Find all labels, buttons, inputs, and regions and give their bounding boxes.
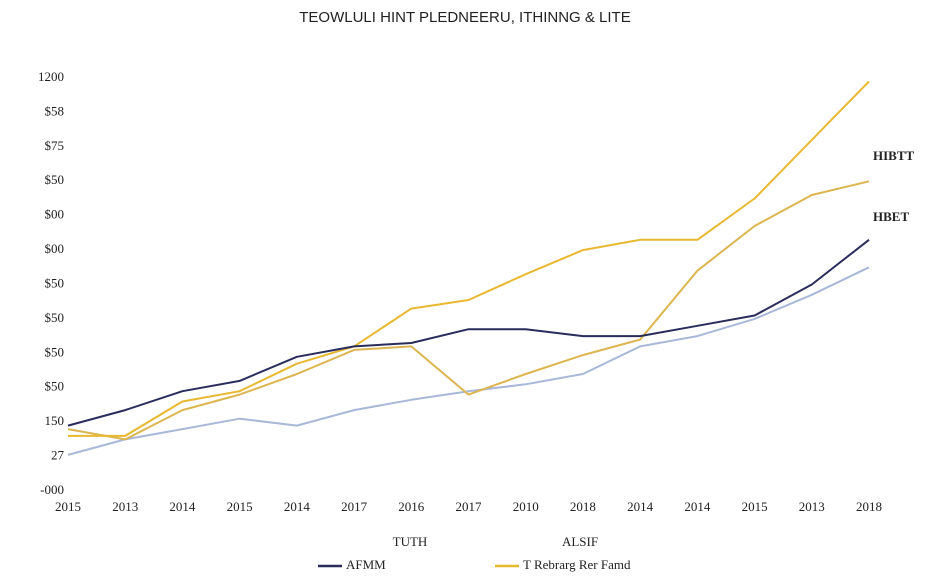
y-tick-label: $00	[45, 207, 65, 222]
series-line	[67, 239, 870, 427]
y-tick-label: $75	[45, 138, 65, 153]
x-tick-label: 2015	[742, 499, 768, 514]
annotation: HIBTT	[873, 148, 915, 163]
y-tick-label: $50	[45, 344, 65, 359]
y-tick-label: $50	[45, 172, 65, 187]
y-tick-label: 150	[45, 413, 65, 428]
x-axis-label: TUTH	[393, 534, 428, 549]
y-tick-label: -000	[40, 482, 64, 497]
x-tick-label: 2015	[55, 499, 81, 514]
y-tick-label: $58	[45, 103, 65, 118]
x-axis-label: ALSIF	[562, 534, 598, 549]
x-tick-label: 2013	[799, 499, 825, 514]
x-tick-label: 2016	[398, 499, 425, 514]
x-tick-label: 2010	[513, 499, 539, 514]
x-tick-label: 2017	[341, 499, 368, 514]
legend-label: AFMM	[346, 557, 386, 572]
x-tick-label: 2014	[684, 499, 711, 514]
x-tick-label: 2018	[570, 499, 596, 514]
y-tick-label: 27	[51, 448, 65, 463]
x-tick-label: 2015	[227, 499, 253, 514]
x-tick-label: 2014	[284, 499, 311, 514]
y-tick-label: $50	[45, 310, 65, 325]
series-line	[68, 80, 870, 437]
annotation: HBET	[873, 209, 909, 224]
x-tick-label: 2017	[456, 499, 483, 514]
y-tick-label: $50	[45, 379, 65, 394]
x-tick-label: 2014	[169, 499, 196, 514]
x-tick-label: 2013	[112, 499, 138, 514]
y-tick-label: $00	[45, 241, 65, 256]
legend-label: T Rebrarg Rer Famd	[523, 557, 631, 572]
y-tick-label: 1200	[38, 69, 64, 84]
series-line	[67, 266, 870, 456]
x-tick-label: 2018	[856, 499, 882, 514]
chart-title: TEOWLULI HINT PLEDNEERU, ITHINNG & LITE	[299, 9, 630, 26]
y-tick-label: $50	[45, 275, 65, 290]
series-line	[67, 180, 870, 441]
x-tick-label: 2014	[627, 499, 654, 514]
